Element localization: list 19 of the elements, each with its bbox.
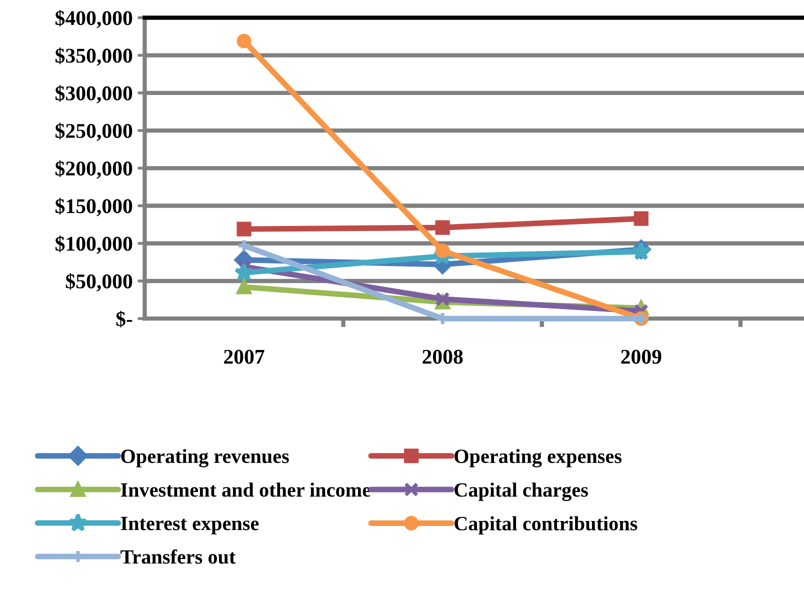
legend-label: Capital charges [454,482,588,502]
y-tick-label: $400,000 [56,10,132,28]
legend-label: Operating expenses [454,448,622,468]
legend-label: Interest expense [120,516,259,534]
y-tick-label: $100,000 [56,236,132,254]
y-tick-label: $350,000 [56,47,132,66]
x-tick-label: 2009 [621,350,662,364]
x-tick-label: 2008 [422,350,463,364]
y-tick-label: $50,000 [66,273,132,292]
y-tick-label: $200,000 [56,160,132,179]
y-tick-label: $300,000 [56,85,132,104]
legend-label: Operating revenues [121,448,289,468]
y-tick-label: $250,000 [56,122,132,141]
x-tick-label: 2007 [224,350,264,364]
y-tick-label: $150,000 [56,198,132,216]
y-tick-label: $- [116,310,132,328]
legend-label: Investment and other income [120,482,371,497]
legend-label: Capital contributions [454,516,638,535]
legend-label: Transfers out [120,549,236,564]
